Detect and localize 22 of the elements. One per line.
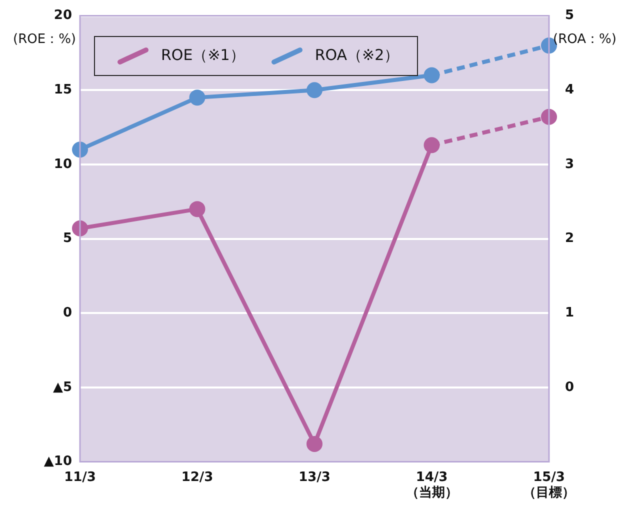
y-tick-label: ▲10 [44,454,72,470]
x-tick-label: 15/3 （目標） [523,470,575,501]
y-tick-label: 0 [62,306,72,321]
x-tick-label: 14/3 （当期） [406,470,458,501]
y-tick-label: 10 [54,156,72,172]
legend-label: ROA（※2） [314,46,400,66]
y2-tick-label: 0 [565,380,574,395]
x-tick-label: 12/3 [181,470,214,485]
y2-tick-label: 5 [565,8,574,24]
legend-label: ROE（※1） [161,46,245,66]
x-tick-label: 11/3 [64,470,96,485]
x-tick-label: 13/3 [298,470,330,485]
y-tick-label: ▲5 [52,380,72,395]
y2-tick-label: 2 [565,231,574,246]
y-tick-label: 20 [54,8,72,24]
y-axis-title: (ROE：%) [13,32,76,48]
y-tick-label: 5 [62,231,72,246]
y2-axis-title: (ROA：%) [553,32,616,48]
y-tick-label: 15 [54,82,72,98]
y2-tick-label: 1 [565,306,574,321]
y2-tick-label: 4 [565,82,574,98]
y2-tick-label: 3 [565,156,574,172]
